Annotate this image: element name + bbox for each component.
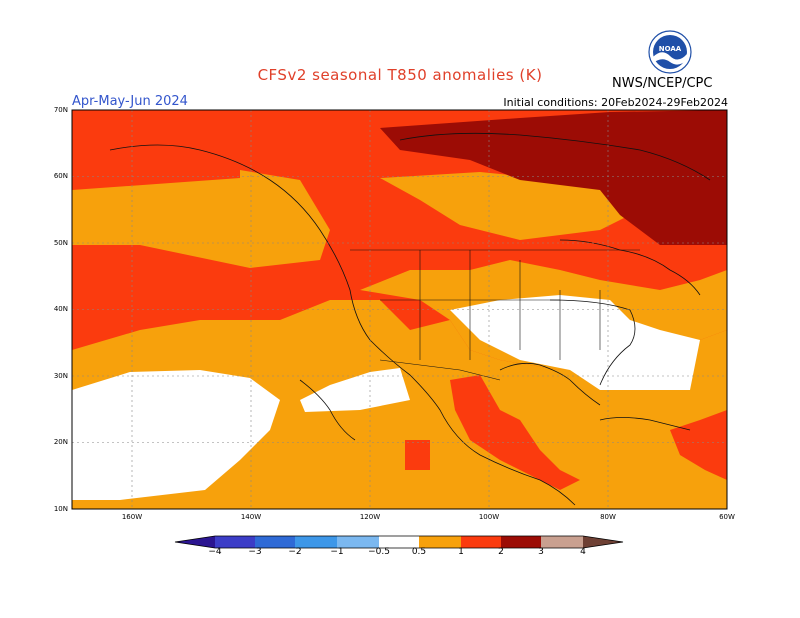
colorbar-segment-gt4 [583, 536, 623, 548]
colorbar-tick-neg3: −3 [248, 547, 262, 557]
lat-label-20n: 20N [53, 438, 68, 446]
lon-label-140w: 140W [240, 513, 262, 521]
anomaly-region-red-mexico [450, 375, 580, 490]
lon-label-100w: 100W [478, 513, 500, 521]
colorbar-segment-p3-4 [541, 536, 583, 548]
colorbar-tick-neg4: −4 [208, 547, 222, 557]
colorbar-segment-lt-neg4 [175, 536, 215, 548]
anomaly-region-orange-nepacific [72, 170, 330, 268]
colorbar-tick-p05: 0.5 [411, 547, 427, 557]
lat-label-70n: 70N [53, 106, 68, 114]
agency-label: NWS/NCEP/CPC [612, 76, 713, 91]
anomaly-region-red-pacific [405, 440, 430, 470]
noaa-logo-text: NOAA [659, 45, 682, 53]
lat-label-40n: 40N [53, 305, 68, 313]
political-borders [350, 249, 640, 381]
lon-label-80w: 80W [600, 513, 616, 521]
colorbar-tick-p2: 2 [498, 547, 504, 557]
colorbar-segment-neg4-neg3 [215, 536, 255, 548]
colorbar-tick-neg05: −0.5 [368, 547, 390, 557]
lat-label-60n: 60N [53, 172, 68, 180]
colorbar-tick-p3: 3 [538, 547, 544, 557]
lat-label-30n: 30N [53, 372, 68, 380]
anomaly-region-white-hawaii [72, 370, 280, 500]
colorbar [174, 535, 624, 549]
colorbar-tick-p1: 1 [458, 547, 464, 557]
map-title: CFSv2 seasonal T850 anomalies (K) [257, 66, 543, 84]
lon-label-60w: 60W [719, 513, 735, 521]
colorbar-tick-neg2: −2 [288, 547, 302, 557]
anomaly-region-white-baja [300, 368, 410, 412]
colorbar-segment-p2-3 [501, 536, 541, 548]
colorbar-segment-p1-2 [461, 536, 501, 548]
noaa-logo: NOAA [648, 30, 692, 74]
lat-label-50n: 50N [53, 239, 68, 247]
colorbar-tick-neg1: −1 [330, 547, 344, 557]
colorbar-segment-neg1-neg05 [337, 536, 379, 548]
anomaly-region-red-caribbean [670, 410, 727, 480]
colorbar-segment-near-normal [379, 536, 419, 548]
map-frame [71, 109, 728, 510]
initial-conditions: Initial conditions: 20Feb2024-29Feb2024 [503, 96, 728, 109]
lon-label-160w: 160W [121, 513, 143, 521]
lat-label-10n: 10N [53, 505, 68, 513]
lon-label-120w: 120W [359, 513, 381, 521]
anomaly-region-white-southeast [450, 295, 700, 390]
colorbar-segment-neg2-neg1 [295, 536, 337, 548]
colorbar-tick-p4: 4 [580, 547, 586, 557]
colorbar-segment-p05-1 [419, 536, 461, 548]
colorbar-segment-neg3-neg2 [255, 536, 295, 548]
colorbar-outline [174, 535, 624, 549]
anomaly-region-darkred-canada [380, 110, 727, 245]
forecast-period: Apr-May-Jun 2024 [72, 94, 188, 109]
graticule [72, 110, 727, 509]
anomaly-region-orange-canada [380, 172, 640, 240]
coastlines [109, 132, 711, 506]
